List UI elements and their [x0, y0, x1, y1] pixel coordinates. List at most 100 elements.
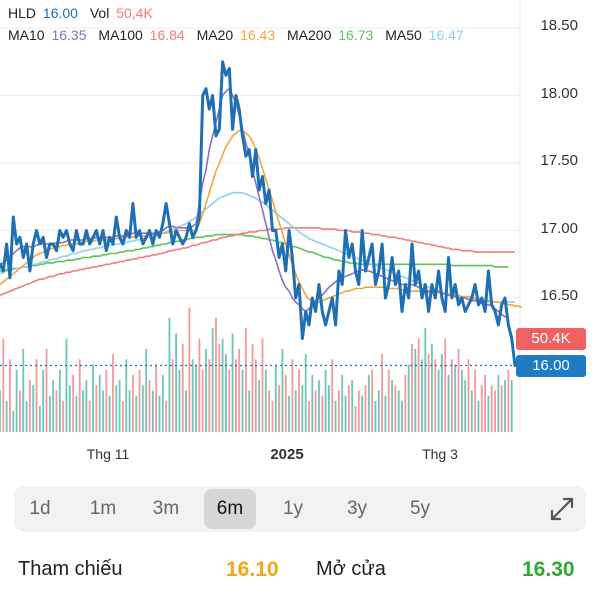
volume-bar-26 [85, 380, 88, 432]
volume-bar-1 [2, 338, 5, 432]
volume-bar-103 [341, 374, 344, 432]
legend-ma10-value: 16.35 [51, 27, 87, 43]
legend-ma10-label: MA10 [8, 27, 45, 43]
volume-bar-71 [234, 359, 237, 432]
volume-bar-101 [334, 400, 337, 432]
moving-average-lines [0, 87, 522, 319]
volume-bar-9 [28, 380, 31, 432]
range-3m-button[interactable]: 3m [152, 498, 180, 519]
volume-bar-15 [48, 395, 51, 432]
volume-bar-148 [490, 385, 493, 432]
volume-bar-70 [231, 333, 234, 432]
reference-price-label: Tham chiếu [18, 558, 123, 580]
volume-bar-87 [288, 395, 290, 432]
volume-bar-32 [105, 369, 108, 432]
volume-bar-78 [258, 380, 261, 432]
volume-bar-139 [460, 369, 463, 432]
volume-bar-34 [112, 354, 114, 432]
volume-bar-47 [155, 364, 158, 432]
legend-ma200-value: 16.73 [338, 27, 374, 43]
volume-bar-149 [494, 390, 496, 432]
price-chart[interactable] [0, 0, 600, 440]
legend-vol-label: Vol [89, 5, 110, 21]
volume-bar-137 [454, 364, 457, 432]
volume-bar-27 [88, 400, 91, 432]
volume-tag: 50.4K [516, 328, 586, 350]
volume-bar-62 [205, 348, 207, 432]
volume-bar-130 [431, 343, 433, 432]
volume-bar-117 [387, 369, 390, 432]
volume-bar-105 [347, 385, 350, 432]
volume-bar-44 [145, 348, 148, 432]
volume-bar-73 [241, 369, 244, 432]
volume-bar-109 [361, 395, 364, 432]
volume-bar-126 [417, 338, 420, 432]
volume-bar-88 [291, 359, 294, 432]
y-tick-18-50: 18.50 [540, 17, 578, 34]
volume-bar-43 [141, 385, 144, 432]
volume-bar-65 [215, 317, 217, 432]
volume-bar-54 [178, 369, 181, 432]
volume-bar-138 [457, 348, 460, 432]
legend-ma50-value: 16.47 [428, 27, 464, 43]
volume-bar-38 [125, 359, 128, 432]
range-1y-button[interactable]: 1y [282, 498, 304, 519]
legend-ma20-value: 16.43 [240, 27, 276, 43]
ma200-line [0, 233, 509, 272]
volume-bar-42 [138, 369, 141, 432]
volume-bar-51 [168, 317, 171, 432]
volume-bar-80 [264, 369, 267, 432]
volume-bar-153 [507, 369, 510, 432]
volume-bar-107 [354, 406, 357, 432]
volume-bar-75 [248, 390, 251, 432]
volume-bar-39 [128, 390, 131, 432]
volume-bar-24 [78, 359, 81, 432]
volume-bar-145 [480, 385, 483, 432]
volume-bar-119 [394, 385, 397, 432]
y-tick-17-00: 17.00 [540, 220, 578, 237]
volume-bar-91 [301, 385, 304, 432]
y-tick-18-00: 18.00 [540, 85, 578, 102]
volume-bar-36 [118, 380, 121, 432]
volume-bar-143 [474, 369, 477, 432]
volume-bar-28 [92, 364, 94, 432]
volume-bar-147 [487, 395, 490, 432]
x-tick-2025: 2025 [270, 446, 304, 463]
range-6m-button[interactable]: 6m [204, 489, 256, 529]
ma50-line [0, 191, 515, 303]
volume-bar-23 [75, 395, 78, 432]
volume-bar-96 [318, 380, 320, 432]
range-1m-button[interactable]: 1m [89, 498, 117, 519]
volume-bar-35 [115, 385, 118, 432]
x-tick-thg-11: Thg 11 [86, 446, 130, 462]
ma100-line [0, 227, 515, 297]
volume-bar-30 [98, 374, 101, 432]
volume-bar-57 [188, 307, 191, 432]
volume-bar-79 [261, 338, 264, 432]
volume-bar-122 [404, 374, 407, 432]
volume-bar-123 [407, 364, 410, 432]
range-5y-button[interactable]: 5y [409, 498, 431, 519]
volume-bar-49 [161, 374, 164, 432]
volume-bar-121 [401, 400, 403, 432]
volume-bar-19 [62, 400, 65, 432]
volume-bar-55 [181, 343, 184, 432]
volume-bar-76 [251, 343, 254, 432]
volume-bar-154 [510, 380, 513, 432]
volume-bar-29 [95, 385, 98, 432]
open-price-value: 16.30 [522, 558, 575, 581]
volume-bar-110 [364, 385, 367, 432]
volume-bar-135 [447, 374, 450, 432]
volume-bar-18 [58, 369, 61, 432]
volume-bar-72 [238, 348, 241, 432]
range-3y-button[interactable]: 3y [346, 498, 368, 519]
volume-bar-12 [38, 406, 41, 432]
volume-bar-108 [357, 390, 360, 432]
volume-bar-132 [437, 369, 440, 432]
range-1d-button[interactable]: 1d [29, 498, 51, 519]
volume-bar-46 [151, 390, 154, 432]
volume-bar-99 [328, 385, 330, 432]
expand-icon[interactable] [548, 495, 576, 523]
volume-bar-59 [195, 364, 197, 432]
volume-bar-17 [55, 390, 58, 432]
